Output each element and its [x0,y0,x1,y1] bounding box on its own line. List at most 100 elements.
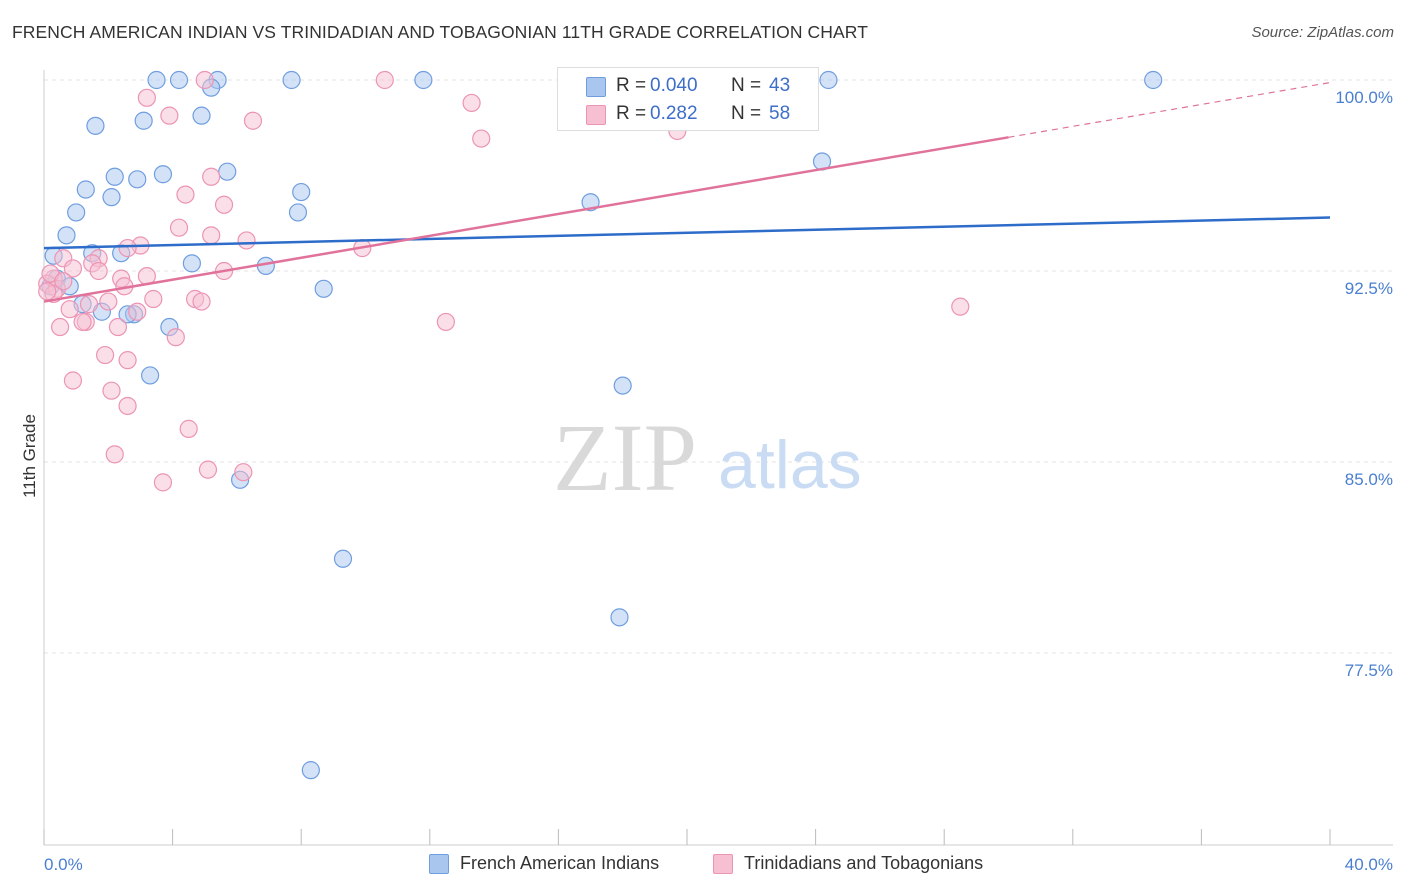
point-trinidadian-tobagonian [118,238,137,258]
trend-lines [43,81,1331,303]
point-trinidadian-tobagonian [79,295,99,314]
legend-n-value: 58 [769,103,791,124]
y-tick-labels: 77.5% 85.0% 92.5% 100.0% [1335,88,1393,680]
point-french-american-indian [282,70,301,90]
point-french-american-indian [128,170,147,189]
point-french-american-indian [288,203,308,222]
point-french-american-indian [218,162,237,181]
point-trinidadian-tobagonian [192,292,211,311]
bottom-legend-swatch-pink [713,854,733,874]
watermark-zip: ZIP [553,404,697,511]
point-trinidadian-tobagonian [153,473,173,492]
x-tick-label-max: 40.0% [1345,855,1393,874]
legend-n-label: N = [731,103,762,124]
legend-r-value: 0.282 [650,103,698,124]
point-trinidadian-tobagonian [951,297,970,316]
source-label: Source: ZipAtlas.com [1251,24,1394,41]
point-trinidadian-tobagonian [102,381,121,400]
point-trinidadian-tobagonian [128,302,147,321]
point-french-american-indian [147,70,166,90]
y-tick-label: 77.5% [1345,661,1393,680]
point-trinidadian-tobagonian [137,88,156,107]
point-trinidadian-tobagonian [237,231,256,250]
axes [43,70,1393,846]
point-french-american-indian [414,70,433,90]
bottom-legend-label: Trinidadians and Tobagonians [744,853,984,873]
point-trinidadian-tobagonian [176,185,195,204]
legend-r-value: 0.040 [650,75,698,96]
y-tick-label: 92.5% [1345,279,1393,298]
point-french-american-indian [301,761,320,780]
point-trinidadian-tobagonian [462,93,481,113]
point-trinidadian-tobagonian [160,106,179,125]
point-french-american-indian [314,279,333,298]
point-trinidadian-tobagonian [95,345,115,365]
point-trinidadian-tobagonian [73,312,92,332]
point-trinidadian-tobagonian [169,218,189,237]
point-trinidadian-tobagonian [60,300,79,319]
trend-line-trinidadians [43,136,1009,303]
x-tick-labels: 0.0% 40.0% [44,855,1393,874]
legend-row-trinidadians: R = 0.282 N = 58 [558,101,818,129]
point-french-american-indian [134,111,153,130]
legend-row-french-american-indians: R = 0.040 N = 43 [558,73,818,101]
point-trinidadian-tobagonian [89,261,108,281]
point-trinidadian-tobagonian [202,167,221,186]
point-trinidadian-tobagonian [38,282,57,301]
point-french-american-indian [153,165,173,184]
point-trinidadian-tobagonian [436,312,455,332]
point-trinidadian-tobagonian [54,272,73,291]
point-trinidadian-tobagonian [50,317,70,337]
point-french-american-indian [76,180,95,199]
point-french-american-indian [610,608,629,627]
point-french-american-indian [102,188,121,207]
point-trinidadian-tobagonian [118,351,137,370]
legend-swatch-pink [586,105,606,125]
legend-n-value: 43 [769,75,791,96]
point-french-american-indian [613,376,632,395]
point-trinidadian-tobagonian [144,289,163,309]
point-french-american-indian [192,106,211,125]
point-trinidadian-tobagonian [179,419,198,438]
point-trinidadian-tobagonian [63,371,83,390]
point-french-american-indian [1144,70,1163,90]
point-trinidadian-tobagonian [195,70,214,90]
point-trinidadian-tobagonian [63,259,83,278]
point-french-american-indian [86,116,105,135]
point-french-american-indian [333,549,353,568]
x-tick-label-min: 0.0% [44,855,83,874]
point-trinidadian-tobagonian [375,70,394,90]
point-french-american-indian [105,167,124,186]
legend-n-label: N = [731,75,762,96]
point-trinidadian-tobagonian [234,463,253,482]
point-trinidadian-tobagonian [105,445,124,464]
trend-line-trinidadians-extension [1008,81,1331,138]
point-french-american-indian [292,182,311,202]
point-trinidadian-tobagonian [198,460,218,479]
gridlines [44,79,1393,654]
bottom-legend-label: French American Indians [460,853,660,873]
y-tick-label: 85.0% [1345,470,1393,489]
trend-line-french-american-indians [43,216,1331,250]
point-trinidadian-tobagonian [214,195,234,214]
y-tick-label: 100.0% [1335,88,1393,107]
legend-r-label: R = [616,103,647,124]
point-trinidadian-tobagonian [243,111,263,130]
point-trinidadian-tobagonian [118,396,137,416]
chart-title: FRENCH AMERICAN INDIAN VS TRINIDADIAN AN… [12,22,869,42]
legend-swatch-blue [586,77,606,97]
bottom-legend-swatch-blue [429,854,449,874]
data-points [38,70,1163,780]
point-trinidadian-tobagonian [472,129,491,148]
point-trinidadian-tobagonian [166,328,185,347]
watermark-atlas: atlas [718,427,862,503]
point-trinidadian-tobagonian [99,292,118,311]
y-axis-label: 11th Grade [20,414,39,498]
point-french-american-indian [819,70,838,90]
point-french-american-indian [140,366,160,385]
correlation-legend: R = 0.040 N = 43 R = 0.282 N = 58 [557,67,819,131]
point-french-american-indian [57,226,76,245]
point-trinidadian-tobagonian [202,226,221,245]
point-trinidadian-tobagonian [108,317,128,337]
